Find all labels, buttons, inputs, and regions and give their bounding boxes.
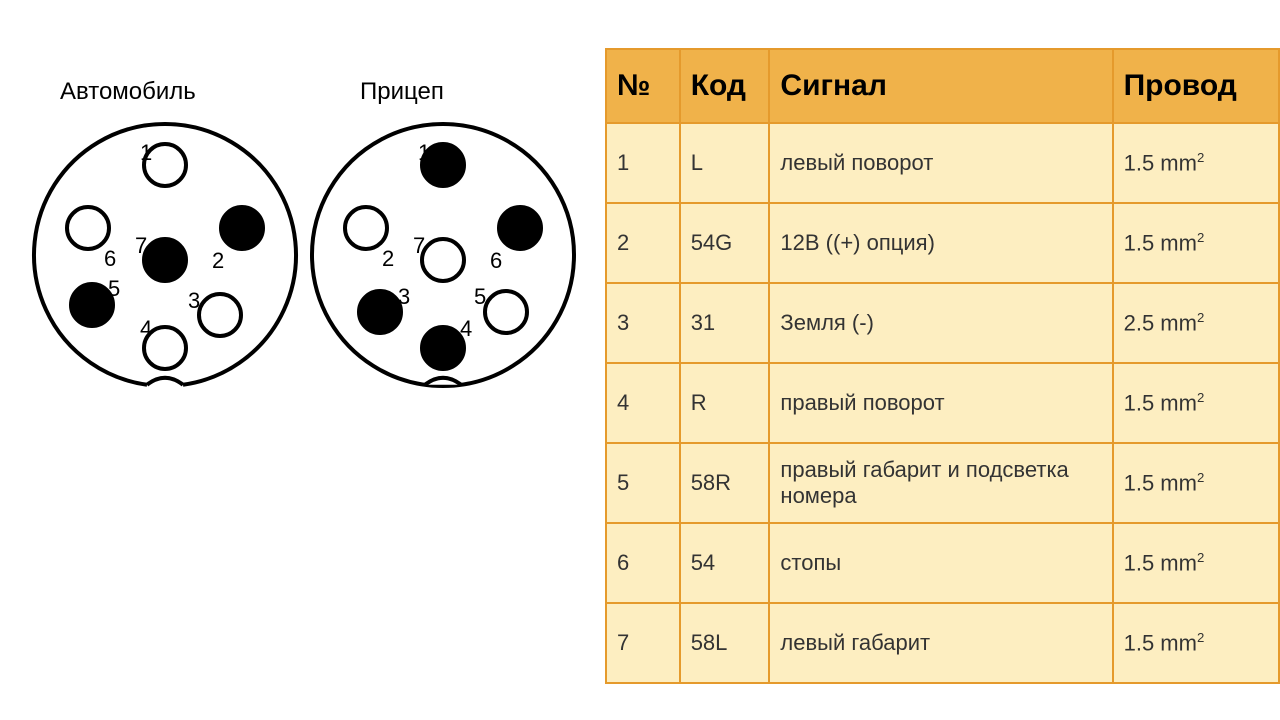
pin-label-vehicle-2: 2 xyxy=(212,248,224,273)
table-row: 654стопы1.5 mm2 xyxy=(606,523,1279,603)
pin-label-trailer-2: 2 xyxy=(382,246,394,271)
cell-r2-c1: 31 xyxy=(680,283,770,363)
pin-vehicle-6 xyxy=(67,207,109,249)
pin-label-trailer-7: 7 xyxy=(413,233,425,258)
cell-r4-c2: правый габарит и подсветка номера xyxy=(769,443,1112,523)
cell-r4-c0: 5 xyxy=(606,443,680,523)
table-row: 254G12В ((+) опция)1.5 mm2 xyxy=(606,203,1279,283)
cell-r5-c2: стопы xyxy=(769,523,1112,603)
table-row: 758Lлевый габарит1.5 mm2 xyxy=(606,603,1279,683)
cell-r5-c3: 1.5 mm2 xyxy=(1113,523,1279,603)
cell-r5-c0: 6 xyxy=(606,523,680,603)
pin-label-trailer-3: 3 xyxy=(398,284,410,309)
cell-r6-c1: 58L xyxy=(680,603,770,683)
cell-r6-c3: 1.5 mm2 xyxy=(1113,603,1279,683)
cell-r2-c3: 2.5 mm2 xyxy=(1113,283,1279,363)
cell-r3-c3: 1.5 mm2 xyxy=(1113,363,1279,443)
pin-trailer-5 xyxy=(485,291,527,333)
pin-vehicle-7 xyxy=(144,239,186,281)
connector-title-trailer: Прицеп xyxy=(360,78,444,106)
table-row: 331Земля (-)2.5 mm2 xyxy=(606,283,1279,363)
pin-trailer-6 xyxy=(499,207,541,249)
cell-r1-c3: 1.5 mm2 xyxy=(1113,203,1279,283)
cell-r3-c0: 4 xyxy=(606,363,680,443)
cell-r2-c2: Земля (-) xyxy=(769,283,1112,363)
cell-r1-c2: 12В ((+) опция) xyxy=(769,203,1112,283)
pin-vehicle-2 xyxy=(221,207,263,249)
cell-r5-c1: 54 xyxy=(680,523,770,603)
cell-r3-c2: правый поворот xyxy=(769,363,1112,443)
pin-trailer-2 xyxy=(345,207,387,249)
col-header-2: Сигнал xyxy=(769,49,1112,123)
cell-r1-c1: 54G xyxy=(680,203,770,283)
cell-r4-c1: 58R xyxy=(680,443,770,523)
cell-r0-c2: левый поворот xyxy=(769,123,1112,203)
col-header-0: № xyxy=(606,49,680,123)
table-row: 1Lлевый поворот1.5 mm2 xyxy=(606,123,1279,203)
connector-vehicle: 1 23 45 67 xyxy=(30,120,300,390)
pin-vehicle-3 xyxy=(199,294,241,336)
pin-label-vehicle-4: 4 xyxy=(140,316,152,341)
pin-label-vehicle-7: 7 xyxy=(135,233,147,258)
col-header-1: Код xyxy=(680,49,770,123)
cell-r4-c3: 1.5 mm2 xyxy=(1113,443,1279,523)
pin-label-trailer-4: 4 xyxy=(460,316,472,341)
pin-label-vehicle-5: 5 xyxy=(108,276,120,301)
pin-trailer-7 xyxy=(422,239,464,281)
connector-title-vehicle: Автомобиль xyxy=(60,78,196,106)
pin-label-trailer-1: 1 xyxy=(418,140,430,165)
cell-r2-c0: 3 xyxy=(606,283,680,363)
cell-r6-c2: левый габарит xyxy=(769,603,1112,683)
cell-r6-c0: 7 xyxy=(606,603,680,683)
table-row: 558Rправый габарит и подсветка номера1.5… xyxy=(606,443,1279,523)
cell-r0-c1: L xyxy=(680,123,770,203)
pinout-table: №КодСигналПровод1Lлевый поворот1.5 mm225… xyxy=(605,48,1280,684)
cell-r1-c0: 2 xyxy=(606,203,680,283)
pin-label-vehicle-3: 3 xyxy=(188,288,200,313)
table-row: 4Rправый поворот1.5 mm2 xyxy=(606,363,1279,443)
pin-vehicle-5 xyxy=(71,284,113,326)
cell-r3-c1: R xyxy=(680,363,770,443)
pin-label-trailer-6: 6 xyxy=(490,248,502,273)
pin-trailer-3 xyxy=(359,291,401,333)
connector-trailer: 1 23 456 7 xyxy=(308,120,578,390)
pin-label-vehicle-1: 1 xyxy=(140,140,152,165)
cell-r0-c3: 1.5 mm2 xyxy=(1113,123,1279,203)
cell-r0-c0: 1 xyxy=(606,123,680,203)
pin-label-trailer-5: 5 xyxy=(474,284,486,309)
col-header-3: Провод xyxy=(1113,49,1279,123)
pin-label-vehicle-6: 6 xyxy=(104,246,116,271)
pin-trailer-4 xyxy=(422,327,464,369)
